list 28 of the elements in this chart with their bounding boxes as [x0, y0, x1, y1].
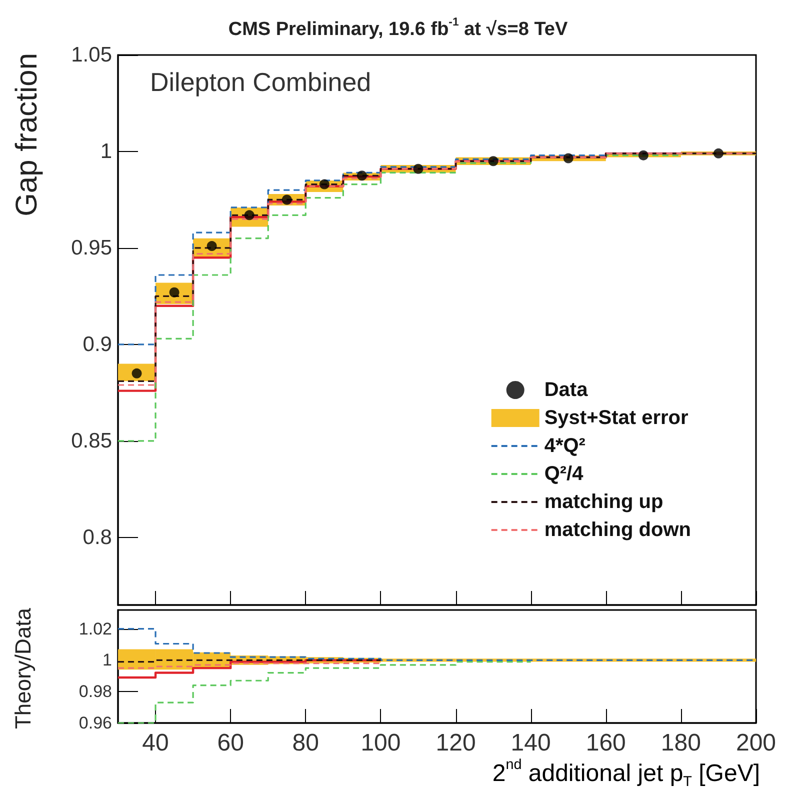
x-tick-label: 200 [736, 730, 776, 756]
y-tick-label: 0.98 [78, 682, 112, 702]
y-axis-title: Gap fraction [10, 52, 44, 216]
legend-label: matching down [544, 519, 692, 541]
y-axis-title: Theory/Data [10, 607, 36, 730]
y-tick-label: 1 [102, 650, 112, 670]
legend-label: Syst+Stat error [544, 407, 689, 429]
x-tick-label: 40 [142, 730, 169, 756]
y-tick-label: 0.85 [71, 429, 112, 452]
y-tick-label: 0.9 [82, 332, 112, 356]
x-tick-label: 160 [586, 730, 626, 756]
legend-label: Data [544, 379, 589, 401]
y-tick-label: 1 [100, 140, 112, 163]
legend-label: Q²/4 [544, 463, 584, 485]
y-tick-label: 1.05 [71, 44, 112, 66]
legend-label: matching up [544, 491, 664, 513]
x-tick-label: 100 [360, 730, 401, 756]
x-tick-label: 180 [660, 730, 701, 756]
y-tick-label: 0.96 [78, 714, 112, 732]
x-tick-label: 120 [436, 730, 476, 756]
x-tick-label: 80 [292, 730, 319, 756]
x-tick-label: 140 [510, 730, 551, 756]
y-tick-label: 0.8 [82, 526, 112, 549]
y-tick-label: 1.02 [78, 619, 112, 638]
x-tick-label: 60 [217, 730, 244, 756]
annotation: Dilepton Combined [150, 67, 372, 97]
legend-label: 4*Q² [544, 435, 586, 457]
y-tick-label: 0.95 [71, 236, 112, 260]
